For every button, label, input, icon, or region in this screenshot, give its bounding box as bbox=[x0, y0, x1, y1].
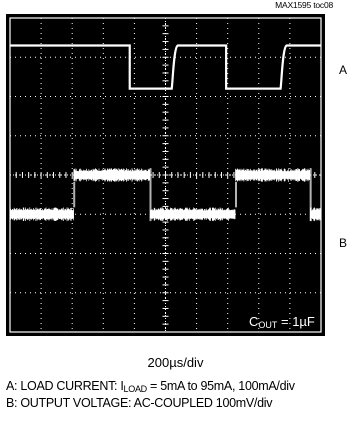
cout-sub: OUT bbox=[258, 320, 278, 330]
cout-annotation: COUT = 1µF bbox=[249, 314, 315, 330]
scope-plot bbox=[9, 17, 322, 333]
trace-a-line bbox=[10, 44, 321, 90]
caption-trace-a: A: LOAD CURRENT: ILOAD = 5mA to 95mA, 10… bbox=[6, 379, 295, 394]
caption-trace-b: B: OUTPUT VOLTAGE: AC-COUPLED 100mV/div bbox=[6, 396, 273, 410]
trace-b-line bbox=[9, 168, 322, 222]
trace-b-label: B bbox=[339, 236, 348, 250]
caption-a-sub: LOAD bbox=[123, 384, 148, 394]
caption-a-post: = 5mA to 95mA, 100mA/div bbox=[146, 379, 295, 393]
cout-post: = 1µF bbox=[277, 314, 315, 329]
figure-id: MAX1595 toc08 bbox=[275, 0, 333, 10]
trace-a-label: A bbox=[339, 63, 348, 77]
caption-a-pre: A: LOAD CURRENT: I bbox=[6, 379, 124, 393]
cout-pre: C bbox=[249, 314, 259, 329]
x-scale-label: 200µs/div bbox=[147, 355, 204, 370]
oscilloscope-screen bbox=[6, 14, 325, 336]
